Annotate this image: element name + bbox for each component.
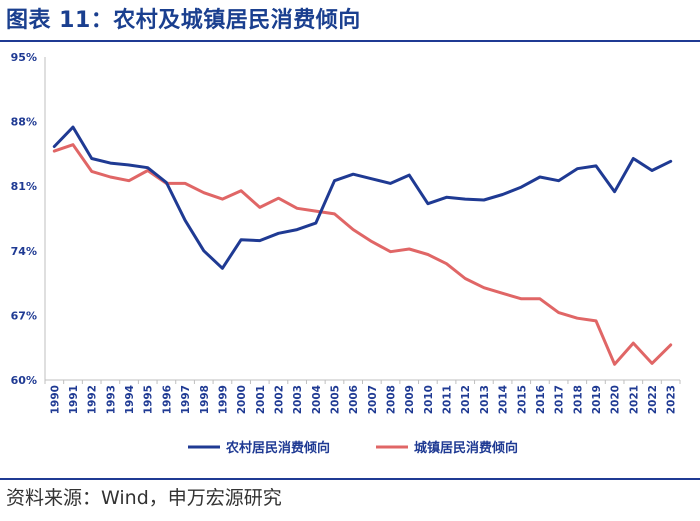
series-line-rural: [52, 125, 673, 270]
x-tick-label: 2013: [479, 385, 491, 414]
y-tick-label: 74%: [11, 245, 37, 258]
x-axis-ticks: 1990 1991 1992 1993 1994 1995 1996 1997 1998 1999…: [44, 380, 681, 414]
x-tick-label: 2016: [535, 385, 547, 414]
x-tick-label: 2004: [311, 385, 323, 414]
x-tick-label: 2011: [442, 385, 454, 414]
y-tick-label: 67%: [11, 309, 37, 322]
x-tick-label: 2017: [554, 385, 566, 414]
x-tick-label: 2001: [255, 385, 267, 414]
x-tick-label: 2014: [498, 385, 510, 414]
x-tick-label: 2023: [666, 385, 678, 414]
x-tick-label: 2022: [647, 385, 659, 414]
x-tick-label: 2012: [460, 385, 472, 414]
y-tick-label: 95%: [11, 51, 37, 64]
legend-label-urban: 城镇居民消费倾向: [414, 440, 518, 456]
x-tick-label: 2021: [628, 385, 640, 414]
x-tick-label: 1996: [161, 385, 173, 414]
x-tick-label: 2006: [348, 385, 360, 414]
x-tick-label: 1993: [105, 385, 117, 414]
x-tick-label: 2015: [516, 385, 528, 414]
x-tick-label: 2005: [329, 385, 341, 414]
x-tick-label: 1998: [199, 385, 211, 414]
x-tick-label: 2010: [423, 385, 435, 414]
line-chart: 60%67%74%81%88%95% 1990 1991 1992 1993 1994 1…: [11, 51, 681, 456]
x-tick-label: 1994: [124, 385, 136, 414]
x-tick-label: 1990: [49, 385, 61, 414]
title-divider: [0, 40, 700, 42]
x-tick-label: 1992: [87, 385, 99, 414]
y-tick-label: 81%: [11, 180, 37, 193]
x-tick-label: 2009: [404, 385, 416, 414]
x-tick-label: 1997: [180, 385, 192, 414]
y-axis-ticks: 60% 67% 74% 81% 88% 95%: [11, 51, 37, 387]
x-tick-label: 2019: [591, 385, 603, 414]
x-tick-label: 1991: [68, 385, 80, 414]
chart-title: 图表 11：农村及城镇居民消费倾向: [6, 8, 361, 33]
x-tick-label: 2008: [386, 385, 398, 414]
legend: 农村居民消费倾向 城镇居民消费倾向: [188, 440, 518, 456]
x-tick-label: 2007: [367, 385, 379, 414]
x-tick-label: 1995: [143, 385, 155, 414]
y-tick-label: 88%: [11, 116, 37, 129]
x-tick-label: 1999: [217, 385, 229, 414]
y-tick-label: 60%: [11, 374, 37, 387]
series-lines: [52, 125, 673, 366]
x-tick-label: 2018: [572, 385, 584, 414]
x-tick-label: 2003: [292, 385, 304, 414]
legend-label-rural: 农村居民消费倾向: [225, 440, 330, 456]
source-note: 资料来源：Wind，申万宏源研究: [6, 487, 282, 509]
footer-divider: [0, 478, 700, 480]
x-tick-label: 2000: [236, 385, 248, 414]
x-tick-label: 2020: [610, 385, 622, 414]
x-tick-label: 2002: [273, 385, 285, 414]
